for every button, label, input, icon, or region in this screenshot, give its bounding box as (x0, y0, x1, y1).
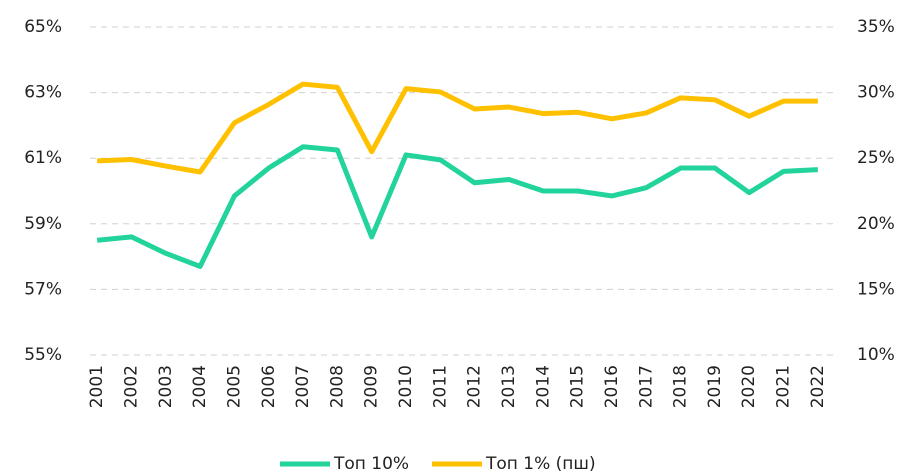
y2-tick-label: 15% (857, 279, 895, 299)
y2-tick-label: 25% (857, 148, 895, 168)
x-tick-label: 2004 (190, 365, 210, 408)
series-line (97, 81, 818, 175)
y-tick-label: 65% (24, 17, 62, 37)
x-tick-label: 2008 (327, 365, 347, 408)
y-tick-label: 59% (24, 214, 62, 234)
x-tick-label: 2012 (465, 365, 485, 408)
x-tick-label: 2014 (533, 365, 553, 408)
y2-tick-label: 20% (857, 214, 895, 234)
x-tick-label: 2015 (568, 365, 588, 408)
x-tick-label: 2017 (636, 365, 656, 408)
x-tick-label: 2016 (602, 365, 622, 408)
x-tick-label: 2019 (705, 365, 725, 408)
y2-tick-label: 35% (857, 17, 895, 37)
x-tick-label: 2007 (293, 365, 313, 408)
y-tick-label: 55% (24, 345, 62, 365)
x-tick-label: 2005 (224, 365, 244, 408)
legend-label: Топ 1% (пш) (485, 454, 596, 474)
x-tick-label: 2006 (259, 365, 279, 408)
x-tick-label: 2022 (808, 365, 828, 408)
x-tick-label: 2020 (739, 365, 759, 408)
legend-label: Топ 10% (333, 454, 409, 474)
y2-tick-label: 10% (857, 345, 895, 365)
y-tick-label: 63% (24, 83, 62, 103)
y-tick-label: 61% (24, 148, 62, 168)
x-tick-label: 2021 (774, 365, 794, 408)
x-tick-label: 2003 (156, 365, 176, 408)
x-tick-label: 2011 (430, 365, 450, 408)
x-tick-label: 2009 (362, 365, 382, 408)
x-tick-label: 2001 (87, 365, 107, 408)
x-tick-label: 2013 (499, 365, 519, 408)
x-tick-label: 2018 (671, 365, 691, 408)
y-tick-label: 57% (24, 279, 62, 299)
series-line (96, 144, 818, 269)
x-tick-label: 2002 (121, 365, 141, 408)
x-tick-label: 2010 (396, 365, 416, 408)
y2-tick-label: 30% (857, 83, 895, 103)
